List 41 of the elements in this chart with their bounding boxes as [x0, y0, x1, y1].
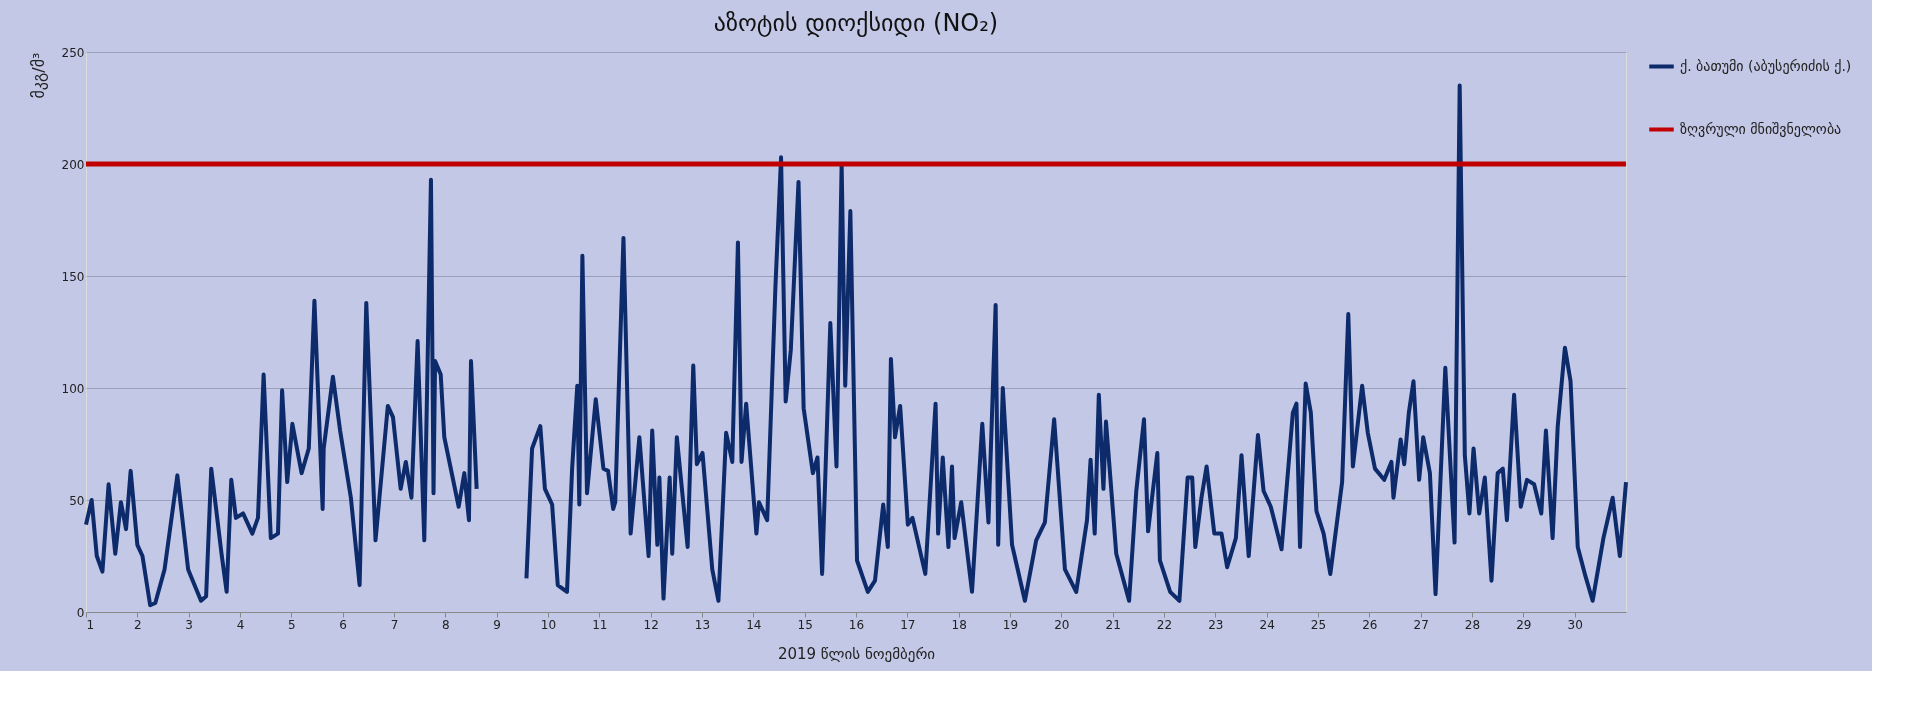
x-tick-label: 9 [493, 617, 501, 632]
x-tick-label: 13 [694, 617, 711, 632]
y-axis-title: მკგ/მ³ [28, 52, 48, 99]
x-tick-label: 17 [900, 617, 916, 632]
x-tick-label: 8 [442, 617, 450, 632]
y-tick-label: 100 [61, 381, 85, 396]
y-tick-label: 150 [61, 269, 85, 284]
x-tick-label: 12 [643, 617, 659, 632]
x-tick-label: 24 [1259, 617, 1275, 632]
x-tick-label: 19 [1002, 617, 1019, 632]
x-tick-label: 2 [134, 617, 142, 632]
x-tick-label: 11 [592, 617, 608, 632]
x-tick-label: 7 [390, 617, 399, 632]
x-tick-label: 3 [185, 617, 193, 632]
x-tick-label: 22 [1156, 617, 1173, 632]
x-tick-label: 1 [86, 617, 95, 632]
x-tick-label: 15 [797, 617, 813, 632]
legend-label: ქ. ბათუმი (აბუსერიძის ქ.) [1680, 57, 1852, 74]
x-tick-label: 25 [1310, 617, 1327, 632]
x-tick-label: 29 [1516, 617, 1532, 632]
x-tick-label: 16 [848, 617, 865, 632]
x-tick-label: 10 [540, 617, 557, 632]
x-tick-label: 4 [236, 617, 245, 632]
y-tick-label: 250 [61, 45, 85, 60]
x-tick-label: 5 [288, 617, 296, 632]
x-tick-label: 6 [339, 617, 347, 632]
x-axis-title: 2019 წლის ნოემბერი [777, 644, 936, 663]
x-tick-label: 27 [1413, 617, 1429, 632]
x-tick-label: 28 [1464, 617, 1481, 632]
y-tick-label: 50 [69, 493, 85, 508]
x-tick-label: 21 [1105, 617, 1121, 632]
x-tick-label: 14 [746, 617, 762, 632]
x-tick-label: 23 [1208, 617, 1224, 632]
chart-title: აზოტის დიოქსიდი (NO₂) [713, 9, 999, 37]
x-tick-label: 20 [1054, 617, 1070, 632]
x-tick-label: 30 [1567, 617, 1583, 632]
legend-label: ზღვრული მნიშვნელობა [1680, 120, 1842, 137]
y-tick-label: 0 [76, 605, 85, 620]
y-tick-label: 200 [61, 157, 85, 172]
x-tick-label: 18 [951, 617, 967, 632]
x-tick-label: 26 [1362, 617, 1378, 632]
